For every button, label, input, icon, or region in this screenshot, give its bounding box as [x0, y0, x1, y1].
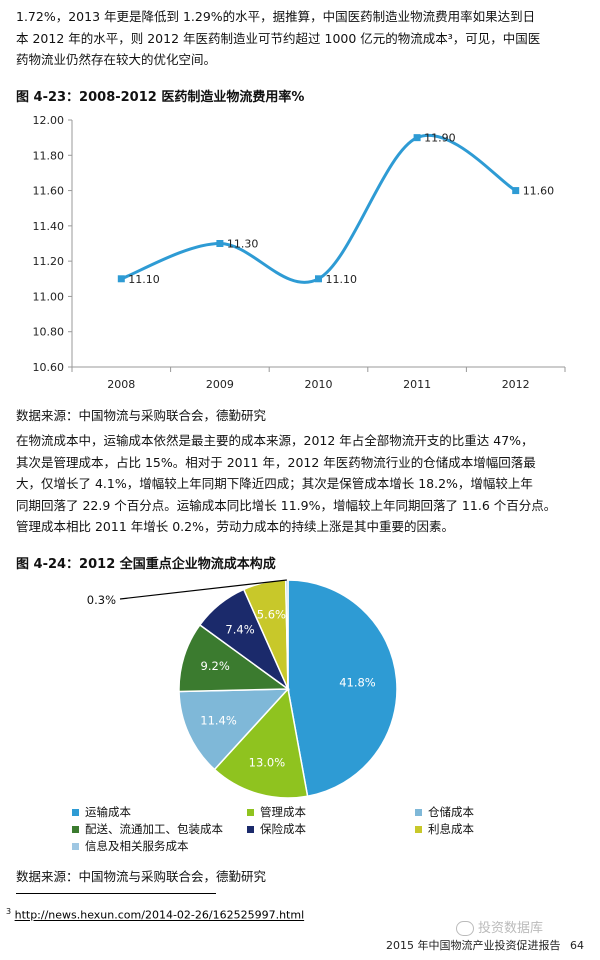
series-line: [120, 133, 517, 284]
data-point: [117, 275, 125, 283]
footnote: 3 http://news.hexun.com/2014-02-26/16252…: [6, 907, 304, 922]
text-line: 其次是管理成本，占比 15%。相对于 2011 年，2012 年医药物流行业的仓…: [16, 454, 536, 470]
paragraph-intro: 1.72%，2013 年更是降低到 1.29%的水平，据推算，中国医药制造业物流…: [16, 6, 584, 71]
y-tick-label: 12.00: [33, 114, 65, 127]
y-tick-label: 10.60: [33, 361, 65, 374]
chart-axes: [68, 119, 566, 372]
legend-label: 保险成本: [260, 822, 306, 836]
legend-label: 仓储成本: [428, 805, 474, 819]
data-label: 11.30: [227, 238, 259, 251]
legend-label: 利息成本: [428, 822, 474, 836]
pie-slice: [213, 687, 309, 799]
x-tick-label: 2012: [502, 378, 530, 391]
data-point: [413, 134, 421, 142]
pie-labels: 41.8% 13.0% 11.4% 9.2% 7.4%5.6% 0.3%: [87, 579, 376, 769]
pie-slices: [178, 579, 398, 799]
text-line: 1.72%，2013 年更是降低到 1.29%的水平，据推算，中国医药制造业物流…: [16, 9, 536, 24]
data-point: [216, 240, 224, 247]
legend-label: 管理成本: [260, 805, 306, 819]
text-line: 大，仅增长了 4.1%，增幅较上年同期下降近四成；其次是保管成本增长 18.2%…: [16, 476, 533, 491]
pie-label: 41.8%: [339, 676, 376, 690]
data-point: [512, 187, 520, 195]
footer-report-title: 2015 年中国物流产业投资促进报告: [386, 939, 561, 952]
data-labels: 11.10 11.30 11.10 11.90 11.60: [128, 132, 554, 286]
text-line: 本 2012 年的水平，则 2012 年医药制造业可节约超过 1000 亿元的物…: [16, 30, 541, 46]
footnote-link[interactable]: http://news.hexun.com/2014-02-26/1625259…: [14, 908, 305, 922]
y-tick-label: 11.40: [33, 220, 65, 233]
y-tick-label: 10.80: [33, 326, 65, 339]
pie-chart: 41.8% 13.0% 11.4% 9.2% 7.4%5.6% 0.3%: [87, 579, 398, 799]
data-points: [117, 134, 520, 283]
x-tick-label: 2011: [403, 378, 431, 391]
legend-label: 运输成本: [85, 805, 131, 819]
wechat-icon: [456, 921, 474, 936]
pie-label: 7.4%: [225, 623, 254, 637]
watermark: 投资数据库: [456, 917, 543, 936]
data-label: 11.10: [128, 273, 160, 286]
legend-item: 信息及相关服务成本: [72, 838, 189, 854]
legend-swatch: [72, 826, 79, 833]
pie-label: 5.6%: [257, 608, 286, 622]
pie-slice: [178, 623, 291, 693]
legend-item: 利息成本: [415, 821, 474, 837]
pie-slice: [287, 579, 398, 798]
y-tick-label: 11.60: [33, 185, 65, 198]
legend-item: 管理成本: [247, 804, 306, 820]
legend-label: 信息及相关服务成本: [85, 839, 189, 853]
footnote-mark: 3: [6, 907, 12, 916]
legend-item: 保险成本: [247, 821, 306, 837]
text-line: 在物流成本中，运输成本依然是最主要的成本来源，2012 年占全部物流开支的比重达…: [16, 433, 534, 448]
y-axis-tick-labels: 12.00 11.80 11.60 11.40 11.20 11.00 10.80 10.60: [33, 114, 65, 374]
figure-title-line-chart: 图 4-23：2008-2012 医药制造业物流费用率%: [16, 90, 305, 105]
legend-swatch: [415, 809, 422, 816]
watermark-text: 投资数据库: [478, 921, 544, 936]
figure-title-pie-chart: 图 4-24：2012 全国重点企业物流成本构成: [16, 557, 276, 572]
text-line: 药物流业仍然存在较大的优化空间。: [16, 52, 217, 67]
data-label: 11.10: [326, 273, 358, 286]
pie-label: 13.0%: [249, 755, 286, 769]
legend-item: 仓储成本: [415, 804, 474, 820]
x-tick-label: 2010: [305, 378, 333, 391]
legend-swatch: [72, 809, 79, 816]
figure-source-1: 数据来源：中国物流与采购联合会，德勤研究: [16, 408, 267, 423]
legend-item: 运输成本: [72, 804, 131, 820]
legend-item: 配送、流通加工、包装成本: [72, 821, 223, 837]
data-point: [315, 275, 322, 283]
footnote-divider: [16, 893, 216, 894]
legend-swatch: [72, 843, 79, 850]
text-line: 管理成本相比 2011 年增长 0.2%，劳动力成本的持续上涨是其中重要的因素。: [16, 519, 454, 534]
text-line: 同期回落了 22.9 个百分点。运输成本同比增长 11.9%，增幅较上年同期回落…: [16, 497, 557, 513]
figure-source-2: 数据来源：中国物流与采购联合会，德勤研究: [16, 869, 267, 884]
legend-swatch: [415, 826, 422, 833]
y-tick-label: 11.80: [33, 149, 65, 162]
line-chart: 12.00 11.80 11.60 11.40 11.20 11.00 10.80 10.60…: [33, 114, 566, 391]
pie-slice: [178, 688, 290, 771]
x-tick-label: 2009: [206, 378, 234, 391]
pie-label: 9.2%: [201, 659, 230, 673]
pie-label: 0.3%: [87, 593, 116, 607]
pie-label: 11.4%: [200, 714, 237, 728]
legend-label: 配送、流通加工、包装成本: [85, 822, 223, 836]
y-tick-label: 11.20: [33, 255, 65, 268]
page-footer: 2015 年中国物流产业投资促进报告 64: [386, 937, 584, 953]
x-tick-label: 2008: [107, 378, 135, 391]
page-number: 64: [570, 939, 584, 952]
legend-swatch: [247, 826, 254, 833]
leader-line: [119, 579, 287, 600]
y-tick-label: 11.00: [33, 290, 65, 303]
x-axis-tick-labels: 2008 2009 2010 2011 2012: [107, 378, 529, 391]
legend-swatch: [247, 809, 254, 816]
data-label: 11.90: [424, 132, 456, 145]
data-label: 11.60: [523, 185, 555, 198]
paragraph-analysis: 在物流成本中，运输成本依然是最主要的成本来源，2012 年占全部物流开支的比重达…: [16, 430, 584, 538]
